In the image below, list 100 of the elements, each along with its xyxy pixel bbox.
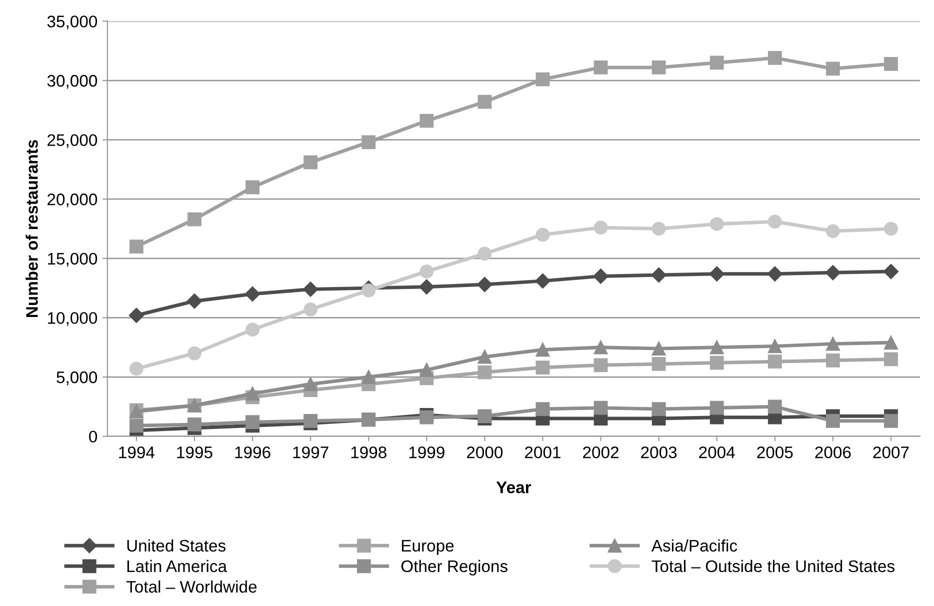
point: [594, 400, 608, 415]
point: [768, 339, 782, 354]
x-tick-label: 1996: [235, 446, 270, 458]
point: [826, 336, 840, 351]
point: [420, 362, 434, 377]
point: [362, 370, 376, 384]
point: [420, 264, 434, 278]
x-tick-label: 2007: [873, 446, 909, 458]
point: [826, 353, 840, 368]
point: [594, 220, 608, 235]
point: [594, 340, 608, 354]
legend-label: Total – Worldwide: [126, 580, 257, 593]
point: [594, 60, 608, 74]
point: [536, 72, 550, 86]
point: [768, 400, 782, 414]
point: [478, 365, 492, 380]
point: [188, 418, 202, 432]
point: [246, 322, 260, 337]
point: [536, 360, 550, 374]
point: [710, 400, 724, 415]
legend-label: Latin America: [127, 560, 228, 572]
legend-label: Total – Outside the United States: [652, 560, 894, 572]
x-tick-label: 2003: [641, 446, 677, 458]
y-axis-title: Number of restaurants: [26, 140, 38, 318]
x-tick-label: 1997: [293, 446, 328, 458]
point: [362, 283, 376, 298]
point: [768, 214, 782, 229]
point: [478, 350, 492, 364]
point: [478, 246, 492, 261]
x-tick-label: 1999: [409, 446, 444, 458]
point: [420, 410, 434, 424]
point: [128, 308, 144, 323]
point: [768, 51, 782, 65]
point: [710, 56, 724, 70]
point: [188, 346, 202, 360]
x-tick-label: 2000: [466, 446, 503, 458]
legend-label: Europe: [402, 540, 454, 555]
x-tick-label: 1994: [119, 446, 154, 458]
y-tick-label: 25,000: [48, 134, 98, 148]
point: [710, 217, 724, 231]
point: [129, 362, 144, 376]
y-tick-label: 15,000: [48, 252, 98, 267]
x-tick-label: 1995: [177, 446, 212, 458]
point: [710, 356, 724, 370]
point: [652, 402, 666, 416]
point: [536, 342, 550, 357]
point: [304, 414, 318, 428]
point: [246, 415, 260, 430]
legend-label: Other Regions: [401, 560, 508, 576]
legend-label: United States: [127, 539, 226, 552]
point: [884, 336, 898, 350]
point: [535, 273, 550, 289]
x-tick-label: 2004: [699, 446, 735, 458]
x-tick-label: 2006: [815, 446, 851, 458]
point: [767, 266, 782, 282]
point: [652, 60, 666, 74]
point: [826, 62, 840, 76]
point: [768, 354, 782, 369]
point: [710, 340, 724, 354]
point: [304, 302, 318, 316]
point: [884, 352, 898, 366]
point: [478, 94, 492, 109]
point: [246, 386, 260, 401]
point: [478, 409, 492, 424]
y-tick-label: 30,000: [47, 74, 98, 89]
point: [188, 212, 202, 226]
point: [302, 282, 318, 297]
point: [884, 222, 898, 236]
point: [304, 377, 318, 392]
point: [246, 180, 260, 194]
x-axis-title: Year: [496, 482, 532, 494]
point: [652, 357, 666, 371]
point: [709, 266, 724, 282]
point: [884, 414, 898, 428]
y-tick-label: 35,000: [47, 16, 98, 30]
point: [129, 418, 144, 433]
y-tick-label: 10,000: [48, 312, 98, 326]
point: [362, 135, 376, 150]
point: [825, 265, 840, 280]
point: [594, 358, 608, 372]
legend-label: Asia/Pacific: [651, 539, 738, 552]
point: [826, 414, 840, 428]
point: [652, 222, 666, 236]
point: [186, 294, 202, 309]
point: [129, 240, 144, 254]
y-tick-label: 20,000: [48, 194, 98, 208]
y-tick-label: 0: [89, 430, 98, 443]
point: [244, 286, 260, 302]
y-tick-label: 5,000: [56, 371, 98, 386]
point: [593, 268, 608, 284]
point: [883, 264, 899, 280]
point: [536, 402, 550, 416]
x-tick-label: 2001: [525, 446, 560, 458]
point: [419, 279, 434, 294]
point: [826, 224, 840, 238]
point: [884, 56, 898, 71]
x-tick-label: 2005: [757, 446, 793, 458]
point: [304, 155, 318, 170]
point: [536, 228, 550, 242]
point: [420, 114, 434, 128]
